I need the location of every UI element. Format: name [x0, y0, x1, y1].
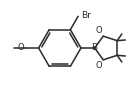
Text: O: O [96, 61, 102, 70]
Text: B: B [92, 43, 98, 53]
Text: O: O [17, 43, 24, 53]
Text: O: O [96, 26, 102, 35]
Text: Br: Br [81, 11, 91, 20]
